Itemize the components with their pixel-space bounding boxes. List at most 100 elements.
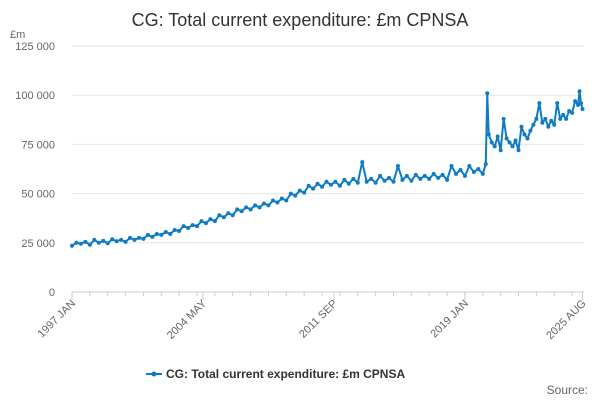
data-point[interactable] (181, 224, 186, 229)
data-point[interactable] (114, 239, 119, 244)
data-point[interactable] (328, 182, 333, 187)
data-point[interactable] (87, 242, 92, 247)
data-point[interactable] (270, 198, 275, 203)
data-point[interactable] (445, 177, 450, 182)
data-point[interactable] (132, 237, 137, 242)
data-point[interactable] (413, 172, 418, 177)
data-point[interactable] (257, 205, 262, 210)
data-point[interactable] (580, 106, 585, 111)
data-point[interactable] (579, 101, 584, 106)
data-point[interactable] (248, 207, 253, 212)
data-point[interactable] (105, 241, 110, 246)
data-point[interactable] (320, 184, 325, 189)
data-point[interactable] (136, 235, 141, 240)
data-point[interactable] (221, 215, 226, 220)
data-point[interactable] (489, 140, 494, 145)
data-point[interactable] (150, 234, 155, 239)
data-point[interactable] (567, 108, 572, 113)
data-point[interactable] (427, 176, 432, 181)
data-point[interactable] (471, 169, 476, 174)
data-point[interactable] (528, 128, 533, 133)
data-point[interactable] (513, 138, 518, 143)
data-point[interactable] (262, 201, 266, 206)
data-point[interactable] (462, 173, 467, 178)
data-point[interactable] (177, 228, 182, 233)
data-point[interactable] (543, 116, 548, 121)
data-point[interactable] (400, 177, 405, 182)
data-point[interactable] (306, 183, 311, 188)
data-point[interactable] (315, 181, 320, 186)
data-point[interactable] (573, 99, 578, 104)
data-point[interactable] (168, 231, 173, 236)
data-point[interactable] (266, 203, 271, 208)
data-point[interactable] (324, 179, 329, 184)
data-point[interactable] (244, 205, 249, 210)
data-point[interactable] (480, 171, 485, 176)
data-point[interactable] (387, 175, 392, 180)
data-point[interactable] (208, 217, 213, 222)
data-point[interactable] (436, 175, 441, 180)
data-point[interactable] (311, 186, 316, 191)
data-point[interactable] (549, 118, 554, 123)
data-point[interactable] (507, 140, 512, 145)
data-point[interactable] (485, 91, 490, 96)
data-point[interactable] (96, 240, 101, 245)
data-point[interactable] (239, 209, 244, 214)
data-point[interactable] (364, 179, 369, 184)
data-point[interactable] (504, 136, 509, 141)
data-point[interactable] (226, 211, 231, 216)
data-point[interactable] (288, 191, 293, 196)
data-point[interactable] (172, 228, 177, 233)
data-point[interactable] (378, 173, 383, 178)
data-point[interactable] (212, 219, 217, 224)
data-point[interactable] (492, 144, 497, 149)
data-point[interactable] (516, 148, 521, 153)
data-point[interactable] (342, 177, 347, 182)
data-point[interactable] (552, 122, 557, 127)
data-point[interactable] (230, 213, 235, 218)
data-point[interactable] (422, 173, 427, 178)
data-point[interactable] (531, 122, 536, 127)
data-point[interactable] (190, 223, 195, 228)
data-point[interactable] (382, 178, 387, 183)
data-point[interactable] (564, 116, 569, 121)
data-point[interactable] (546, 124, 551, 129)
data-point[interactable] (275, 200, 280, 205)
data-point[interactable] (404, 173, 409, 178)
data-point[interactable] (128, 235, 133, 240)
data-point[interactable] (302, 190, 307, 195)
data-point[interactable] (360, 160, 365, 165)
data-point[interactable] (101, 238, 106, 243)
data-point[interactable] (78, 241, 83, 246)
data-point[interactable] (483, 162, 488, 167)
data-point[interactable] (203, 221, 208, 226)
data-point[interactable] (525, 136, 530, 141)
data-point[interactable] (83, 239, 88, 244)
data-point[interactable] (454, 171, 458, 176)
data-point[interactable] (123, 239, 128, 244)
data-point[interactable] (519, 124, 524, 129)
data-point[interactable] (395, 164, 400, 169)
data-point[interactable] (333, 179, 338, 184)
data-point[interactable] (163, 229, 168, 234)
data-point[interactable] (217, 213, 222, 218)
data-point[interactable] (576, 103, 581, 108)
data-point[interactable] (284, 198, 289, 203)
data-point[interactable] (476, 167, 481, 171)
data-point[interactable] (458, 167, 463, 172)
data-point[interactable] (279, 196, 284, 201)
data-point[interactable] (501, 116, 506, 121)
data-point[interactable] (558, 116, 563, 121)
data-point[interactable] (440, 172, 445, 177)
data-point[interactable] (498, 148, 503, 153)
data-point[interactable] (154, 231, 159, 236)
data-point[interactable] (431, 171, 436, 176)
data-point[interactable] (253, 203, 258, 208)
data-point[interactable] (495, 134, 500, 139)
data-point[interactable] (486, 132, 491, 137)
data-point[interactable] (110, 237, 115, 242)
data-point[interactable] (337, 183, 342, 188)
data-point[interactable] (74, 240, 79, 245)
data-point[interactable] (537, 101, 542, 106)
data-point[interactable] (351, 176, 356, 181)
